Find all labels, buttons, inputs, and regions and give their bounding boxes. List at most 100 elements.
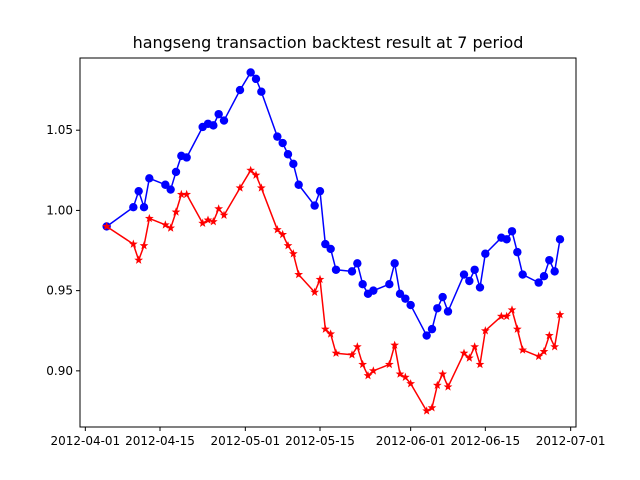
- data-point: [369, 286, 378, 295]
- x-tick-label: 2012-06-01: [376, 434, 446, 448]
- data-point: [544, 330, 554, 340]
- data-point: [518, 270, 527, 279]
- data-point: [203, 215, 213, 224]
- data-point: [102, 221, 112, 231]
- data-point: [353, 259, 362, 268]
- data-point: [257, 87, 266, 96]
- data-point: [171, 167, 181, 177]
- x-tick-label: 2012-06-15: [450, 434, 520, 448]
- data-point: [470, 265, 479, 274]
- data-point: [176, 189, 186, 199]
- plot-series: [102, 68, 565, 415]
- data-point: [534, 351, 544, 361]
- data-point: [246, 68, 255, 77]
- data-point: [182, 189, 192, 199]
- data-point: [459, 270, 469, 279]
- data-point: [214, 204, 224, 213]
- y-tick-label: 0.95: [46, 284, 73, 298]
- data-point: [555, 235, 565, 244]
- y-tick-label: 0.90: [46, 364, 73, 378]
- data-point: [438, 369, 448, 378]
- data-point: [347, 267, 357, 276]
- data-point: [182, 153, 191, 162]
- data-point: [507, 227, 517, 236]
- data-point: [390, 259, 399, 268]
- data-point: [310, 287, 320, 296]
- data-point: [273, 132, 282, 141]
- data-point: [459, 348, 469, 357]
- data-point: [385, 280, 394, 289]
- data-point: [358, 280, 367, 289]
- data-point: [288, 249, 298, 258]
- series-2: [102, 165, 565, 415]
- data-point: [171, 207, 181, 216]
- data-point: [326, 244, 335, 254]
- data-point: [251, 170, 261, 179]
- data-point: [166, 223, 176, 232]
- chart-title: hangseng transaction backtest result at …: [133, 33, 524, 52]
- x-tick-label: 2012-04-01: [50, 434, 120, 448]
- data-point: [214, 109, 223, 119]
- data-point: [235, 85, 245, 95]
- data-point: [134, 186, 143, 196]
- data-point: [534, 278, 543, 287]
- data-point: [315, 274, 325, 284]
- data-point: [539, 271, 549, 281]
- data-point: [310, 201, 319, 210]
- x-tick-label: 2012-04-15: [125, 434, 195, 448]
- data-point: [161, 180, 170, 189]
- data-point: [272, 225, 282, 234]
- data-point: [145, 174, 154, 183]
- data-point: [406, 300, 415, 310]
- data-point: [320, 324, 330, 333]
- data-point: [128, 239, 138, 248]
- x-tick-label: 2012-05-01: [210, 434, 280, 448]
- data-point: [363, 371, 373, 380]
- data-point: [256, 183, 266, 192]
- data-point: [555, 310, 565, 319]
- data-point: [512, 324, 522, 333]
- data-point: [166, 185, 175, 194]
- data-point: [481, 249, 490, 258]
- data-point: [433, 304, 442, 313]
- data-point: [539, 347, 549, 356]
- data-point: [443, 307, 453, 316]
- data-point: [331, 265, 341, 274]
- data-point: [209, 121, 218, 130]
- data-point: [278, 229, 288, 239]
- x-tick-label: 2012-07-01: [536, 434, 606, 448]
- data-point: [390, 340, 400, 349]
- data-point: [139, 241, 149, 250]
- series-1: [102, 68, 565, 340]
- data-point: [502, 311, 512, 321]
- data-point: [251, 74, 261, 84]
- data-point: [550, 267, 559, 276]
- data-point: [358, 359, 368, 369]
- data-point: [321, 239, 330, 249]
- data-point: [352, 342, 362, 351]
- data-point: [283, 150, 293, 159]
- data-point: [432, 380, 442, 390]
- data-point: [219, 210, 229, 219]
- data-point: [427, 324, 437, 334]
- data-point: [315, 186, 325, 196]
- data-point: [502, 235, 511, 244]
- data-point: [198, 218, 208, 227]
- x-axis: 2012-04-01 2012-04-15 2012-05-01 2012-05-15…: [50, 427, 606, 448]
- data-point: [438, 292, 447, 302]
- data-point: [545, 255, 554, 265]
- data-point: [294, 269, 304, 279]
- data-point: [219, 116, 229, 125]
- y-axis: 0.90 0.95 1.00 1.05: [46, 123, 80, 378]
- data-point: [443, 382, 453, 391]
- data-point: [465, 276, 474, 286]
- data-point: [289, 159, 298, 169]
- data-point: [550, 342, 560, 351]
- data-point: [134, 255, 144, 264]
- data-point: [464, 353, 474, 362]
- data-point: [427, 403, 437, 412]
- data-point: [331, 348, 341, 357]
- data-point: [368, 366, 378, 375]
